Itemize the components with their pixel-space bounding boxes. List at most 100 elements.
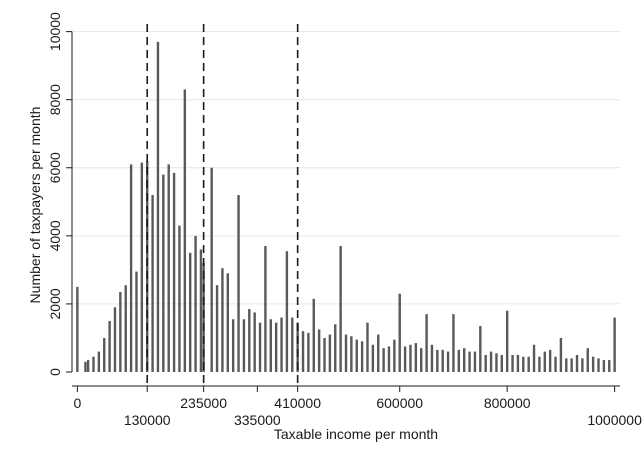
bar	[420, 348, 423, 372]
bar	[237, 195, 240, 372]
bar	[76, 286, 79, 372]
bar	[446, 351, 450, 372]
bar	[242, 319, 246, 372]
y-tick-label: 2000	[47, 288, 63, 319]
bar	[436, 349, 439, 372]
bar	[409, 344, 412, 372]
bar	[360, 341, 364, 372]
bar	[452, 314, 455, 372]
ticks: 0 2000 4000 6000 8000 10000 0 235000 410000 60000…	[47, 12, 642, 428]
bar	[387, 346, 391, 372]
bar	[312, 298, 315, 372]
y-tick-label: 10000	[47, 12, 63, 51]
gridlines	[72, 31, 620, 305]
bar	[559, 337, 563, 372]
bar	[473, 351, 477, 372]
bar	[489, 351, 493, 372]
bar	[495, 353, 498, 372]
x-tick-label: 130000	[124, 412, 171, 428]
y-tick-label: 0	[47, 368, 63, 376]
bar	[591, 356, 595, 372]
bar	[86, 360, 90, 372]
bar	[613, 317, 616, 372]
x-tick-label: 235000	[180, 395, 227, 411]
bar	[505, 310, 509, 372]
bar	[430, 344, 434, 372]
bar	[84, 361, 87, 372]
bar	[500, 354, 504, 372]
y-axis-title: Number of taxpayers per month	[27, 107, 43, 304]
x-tick-label: 1000000	[587, 412, 642, 428]
bar	[602, 360, 606, 372]
bar	[393, 339, 396, 372]
bar	[183, 89, 187, 372]
bar	[350, 336, 353, 372]
bar	[334, 324, 337, 372]
bar	[296, 322, 299, 372]
bar	[371, 344, 375, 372]
bar	[269, 319, 272, 372]
bar	[377, 334, 380, 372]
bar	[581, 358, 584, 372]
bar	[532, 344, 536, 372]
reference-lines	[146, 24, 299, 386]
bar	[108, 320, 111, 372]
bar	[543, 351, 546, 372]
bar	[291, 317, 294, 372]
bar	[215, 285, 219, 372]
bar	[414, 343, 418, 372]
bars	[76, 41, 616, 372]
bar	[586, 348, 589, 372]
bar	[172, 172, 176, 372]
bar	[516, 354, 520, 372]
bar	[146, 160, 149, 372]
bar	[97, 351, 101, 372]
bar	[441, 349, 444, 372]
bar	[382, 348, 385, 372]
bar	[178, 225, 181, 372]
bar	[188, 252, 192, 372]
bar	[328, 334, 332, 372]
bar	[124, 285, 127, 372]
bar	[274, 322, 278, 372]
bar	[194, 235, 197, 372]
bar	[210, 167, 213, 372]
bar	[344, 334, 348, 372]
bar	[425, 314, 428, 372]
bar	[167, 164, 170, 372]
bar	[403, 346, 407, 372]
bar	[462, 348, 466, 372]
bar	[129, 164, 133, 372]
bar	[92, 356, 95, 372]
x-axis-title: Taxable income per month	[274, 426, 438, 442]
bar	[527, 356, 530, 372]
x-tick-label: 410000	[274, 395, 321, 411]
bar	[468, 351, 471, 372]
bar	[479, 326, 482, 372]
bar	[226, 273, 230, 372]
bar	[570, 358, 573, 372]
x-tick-label: 335000	[234, 412, 281, 428]
axes	[71, 31, 620, 387]
bar	[355, 339, 358, 372]
bar	[253, 312, 256, 372]
bar	[113, 307, 117, 372]
bar	[608, 360, 611, 372]
bar	[258, 322, 262, 372]
bar	[140, 162, 144, 372]
bar	[323, 337, 326, 372]
y-tick-label: 8000	[47, 84, 63, 115]
bar	[554, 356, 557, 372]
y-tick-label: 6000	[47, 152, 63, 183]
bar	[538, 356, 541, 372]
x-tick-label: 600000	[376, 395, 423, 411]
bar	[231, 319, 235, 372]
bar	[162, 174, 165, 372]
bar	[317, 329, 321, 372]
bar	[135, 271, 138, 372]
bar	[484, 354, 487, 372]
bar	[597, 358, 600, 372]
bar	[366, 322, 369, 372]
bar	[264, 246, 267, 372]
